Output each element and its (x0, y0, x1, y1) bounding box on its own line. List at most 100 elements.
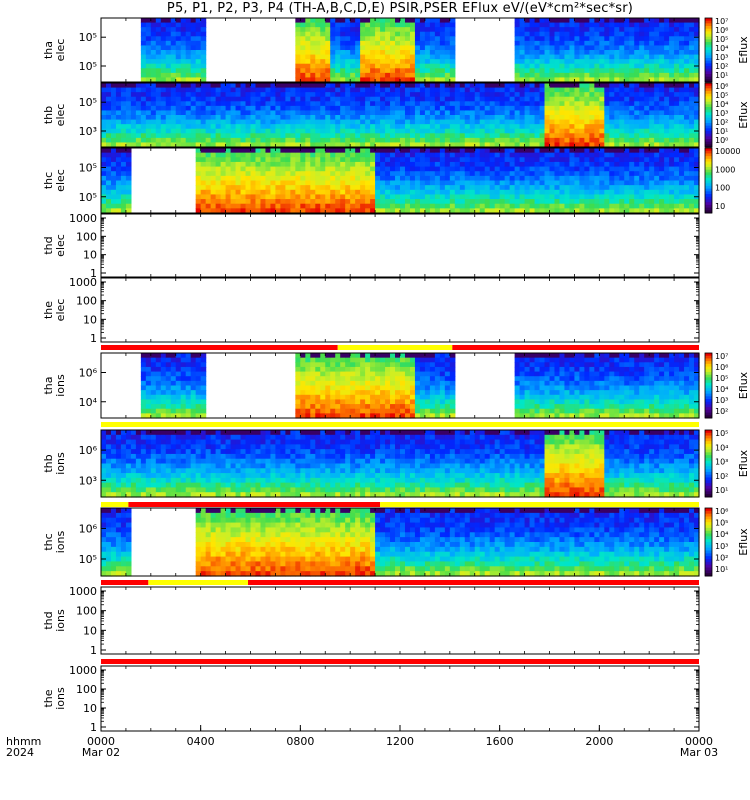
heatmap-cell (220, 119, 227, 125)
heatmap-cell (400, 105, 406, 112)
heatmap-cell (375, 175, 381, 182)
heatmap-cell (250, 185, 257, 191)
heatmap-cell (429, 96, 436, 102)
heatmap-cell (524, 133, 531, 139)
heatmap-cell (409, 27, 416, 33)
colorbar-swatch (705, 133, 712, 137)
heatmap-cell (175, 83, 182, 89)
heatmap-cell (390, 124, 396, 130)
heatmap-cell (569, 72, 576, 79)
heatmap-cell (275, 115, 281, 121)
heatmap-cell (454, 203, 461, 209)
heatmap-cell (534, 72, 541, 79)
heatmap-cell (375, 63, 381, 69)
heatmap-cell (350, 394, 356, 401)
heatmap-cell (140, 72, 147, 79)
heatmap-cell (634, 54, 640, 60)
heatmap-cell (160, 137, 167, 144)
heatmap-cell (679, 199, 685, 205)
heatmap-cell (255, 185, 262, 191)
heatmap-cell (609, 87, 615, 93)
heatmap-cell (659, 101, 665, 107)
heatmap-cell (215, 137, 222, 144)
heatmap-cell (614, 128, 620, 134)
heatmap-cell (614, 148, 620, 154)
heatmap-cell (310, 357, 316, 363)
heatmap-cell (200, 199, 207, 205)
heatmap-cell (659, 83, 665, 89)
heatmap-cell (599, 110, 605, 116)
heatmap-cell (355, 22, 361, 28)
colorbar-swatch (705, 207, 712, 211)
heatmap-cell (145, 50, 152, 56)
heatmap-cell (110, 166, 117, 172)
heatmap-cell (654, 50, 660, 56)
heatmap-cell (180, 124, 187, 130)
heatmap-cell (579, 72, 585, 79)
heatmap-cell (175, 133, 182, 139)
heatmap-cell (604, 137, 610, 144)
heatmap-cell (350, 96, 356, 102)
heatmap-cell (175, 22, 182, 28)
heatmap-cell (375, 128, 381, 134)
heatmap-cell (544, 77, 551, 83)
heatmap-cell (524, 166, 531, 172)
heatmap-cell (414, 408, 421, 414)
heatmap-cell (674, 50, 680, 56)
heatmap-cell (594, 203, 600, 209)
heatmap-cell (534, 40, 541, 47)
heatmap-cell (360, 175, 366, 182)
heatmap-cell (604, 148, 610, 154)
heatmap-cell (335, 68, 341, 74)
heatmap-cell (205, 133, 212, 139)
heatmap-cell (390, 208, 396, 214)
heatmap-cell (155, 63, 162, 69)
heatmap-cell (220, 194, 227, 200)
heatmap-cell (689, 63, 695, 69)
heatmap-cell (105, 203, 112, 209)
heatmap-cell (165, 399, 172, 405)
heatmap-cell (345, 353, 351, 359)
heatmap-cell (330, 353, 336, 359)
heatmap-cell (215, 105, 222, 112)
heatmap-cell (180, 357, 187, 363)
heatmap-cell (654, 83, 660, 89)
heatmap-cell (454, 152, 461, 158)
heatmap-cell (255, 137, 262, 144)
heatmap-cell (125, 148, 132, 154)
heatmap-cell (305, 161, 311, 168)
heatmap-cell (509, 171, 516, 177)
heatmap-cell (300, 63, 306, 69)
heatmap-cell (669, 45, 675, 51)
heatmap-cell (564, 189, 571, 196)
heatmap-cell (160, 105, 167, 112)
heatmap-cell (330, 36, 336, 42)
heatmap-cell (330, 31, 336, 37)
heatmap-cell (390, 157, 396, 163)
heatmap-cell (574, 87, 580, 93)
heatmap-cell (534, 54, 541, 60)
heatmap-cell (524, 18, 531, 24)
heatmap-cell (375, 380, 381, 387)
heatmap-cell (235, 157, 242, 163)
heatmap-cell (549, 105, 556, 112)
heatmap-cell (459, 92, 466, 98)
colorbar-swatch (705, 20, 712, 24)
heatmap-cell (230, 208, 237, 214)
heatmap-cell (330, 133, 336, 139)
heatmap-cell (315, 385, 321, 391)
heatmap-cell (295, 148, 301, 154)
heatmap-cell (265, 87, 272, 93)
heatmap-cell (170, 96, 177, 102)
heatmap-cell (474, 161, 481, 168)
heatmap-cell (644, 87, 650, 93)
panel-label: elec (54, 104, 67, 127)
heatmap-cell (634, 27, 640, 33)
heatmap-cell (414, 22, 421, 28)
colorbar-swatch (705, 79, 712, 83)
heatmap-cell (404, 357, 411, 363)
heatmap-cell (370, 31, 376, 37)
heatmap-cell (385, 77, 391, 83)
heatmap-cell (155, 133, 162, 139)
heatmap-cell (519, 96, 526, 102)
